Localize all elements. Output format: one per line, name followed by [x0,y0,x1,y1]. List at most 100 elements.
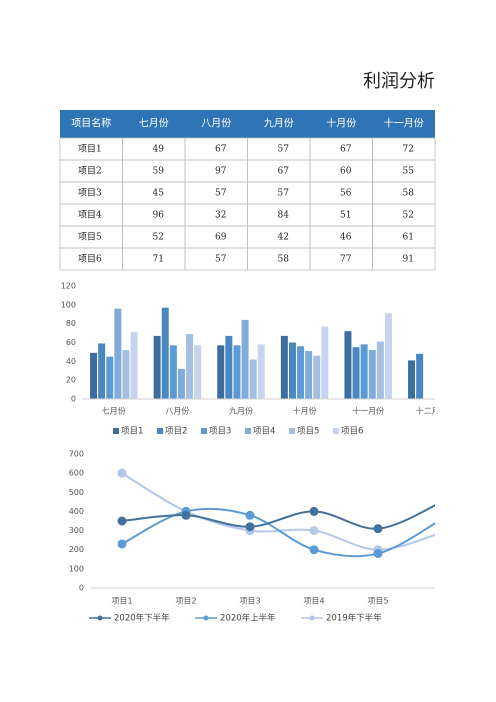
bar [344,331,352,399]
y-tick-label: 80 [66,319,76,328]
point-marker [373,524,383,534]
bar [376,341,384,399]
cell-text: 项目3 [78,188,102,199]
bar [241,319,249,399]
bar [153,335,161,399]
bar [416,353,424,399]
cell-text: 91 [403,255,414,265]
legend-label: 项目3 [209,427,231,437]
y-tick-label: 100 [61,300,76,309]
x-tick-label: 项目5 [367,597,388,606]
y-tick-label: 200 [69,545,84,554]
bar [297,346,305,399]
cell-text: 57 [215,255,227,265]
point-marker [117,539,127,549]
legend-marker [97,615,103,621]
cell-text: 57 [278,189,290,199]
x-tick-label: 项目1 [111,597,132,606]
bar [321,326,329,399]
cell-text: 58 [403,189,415,199]
point-marker [117,516,127,526]
bar [90,352,98,399]
cell-text: 51 [340,211,351,221]
series-line [121,507,435,558]
cell-text: 42 [278,233,289,243]
cell-text: 46 [340,233,352,243]
y-tick-label: 20 [66,376,76,385]
bar [225,335,233,399]
cell-text: 84 [278,211,290,221]
x-tick-label: 七月份 [102,406,126,416]
x-tick-label: 八月份 [165,406,189,416]
bar [122,350,130,399]
cell-text: 96 [153,211,165,221]
bar [368,350,376,399]
bar [217,345,225,399]
y-tick-label: 300 [69,526,84,535]
cell-text: 69 [215,233,227,243]
x-tick-label: 九月份 [229,406,253,416]
point-marker [117,468,127,478]
bar [98,343,106,399]
bar [186,334,194,399]
bar [313,355,321,399]
point-marker [438,497,447,506]
page-title: 利润分析 [363,71,435,92]
legend-label: 项目6 [341,427,363,437]
cell-text: 72 [403,145,414,155]
cell-text: 项目4 [78,210,102,221]
cell-text: 58 [278,255,290,265]
cell-text: 67 [340,145,352,155]
legend-swatch [157,428,163,434]
header-cell: 项目名称 [71,117,111,130]
x-tick-label: 十一月份 [352,406,384,416]
cell-text: 71 [153,255,164,265]
y-tick-label: 400 [69,507,84,516]
y-tick-label: 500 [69,488,84,497]
y-tick-label: 0 [71,395,76,404]
cell-text: 77 [340,255,352,265]
bar [408,360,416,399]
x-tick-label: 十二月份 [416,406,448,416]
point-marker [309,545,319,555]
bar [114,308,122,399]
cell-text: 61 [403,233,414,243]
bar [169,345,177,399]
bar [257,344,265,399]
cell-text: 52 [403,211,414,221]
legend-label: 2020年下半年 [114,613,170,624]
header-cell: 八月份 [201,118,231,130]
cell-text: 项目1 [78,144,102,155]
bar [130,332,138,399]
point-marker [438,515,447,524]
legend-swatch [245,428,251,434]
point-marker [438,528,447,537]
bar [106,356,114,399]
point-marker [245,510,255,520]
bar [249,359,257,399]
bar [194,345,202,399]
table-cell [372,247,436,271]
bar [305,350,313,399]
bar [177,368,185,399]
legend-label: 2019年下半年 [326,613,382,624]
bar [360,344,368,399]
point-marker [181,510,191,520]
cell-text: 49 [153,145,165,155]
cell-text: 67 [278,167,290,177]
legend-marker [309,615,315,621]
cell-text: 项目6 [78,254,102,265]
legend-label: 项目2 [165,427,187,437]
cell-text: 56 [340,189,352,199]
point-marker [373,549,383,559]
cell-text: 97 [215,167,227,177]
cell-text: 32 [215,211,226,221]
legend-label: 项目4 [253,427,275,437]
cell-text: 59 [153,167,165,177]
legend-swatch [289,428,295,434]
bar [233,345,241,399]
cell-text: 45 [153,189,165,199]
legend-label: 2020年上半年 [220,613,276,624]
y-tick-label: 600 [69,469,84,478]
